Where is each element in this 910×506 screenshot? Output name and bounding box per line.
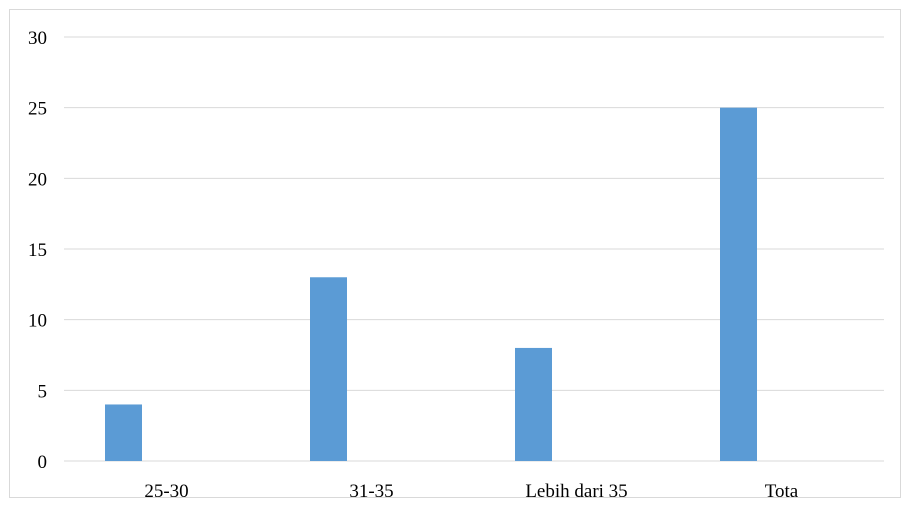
grid-lines <box>64 36 884 462</box>
y-axis-ticks: 0 5 10 15 20 25 30 <box>28 28 47 473</box>
bar-2 <box>515 347 552 461</box>
bars <box>105 107 757 462</box>
bar-0 <box>105 404 142 461</box>
x-tick-label: 25-30 <box>144 481 188 502</box>
y-tick-label: 0 <box>38 452 48 473</box>
y-tick-label: 20 <box>28 169 47 190</box>
y-tick-label: 5 <box>38 381 48 402</box>
x-tick-label: Lebih dari 35 <box>525 481 627 502</box>
y-tick-label: 15 <box>28 240 47 261</box>
bar-3 <box>720 107 757 462</box>
x-tick-label: 31-35 <box>349 481 393 502</box>
x-axis-ticks: 25-30 31-35 Lebih dari 35 Tota <box>144 481 798 502</box>
x-tick-label: Tota <box>765 481 799 502</box>
y-tick-label: 25 <box>28 99 47 120</box>
bar-1 <box>310 277 347 461</box>
y-tick-label: 30 <box>28 28 47 49</box>
y-tick-label: 10 <box>28 311 47 332</box>
